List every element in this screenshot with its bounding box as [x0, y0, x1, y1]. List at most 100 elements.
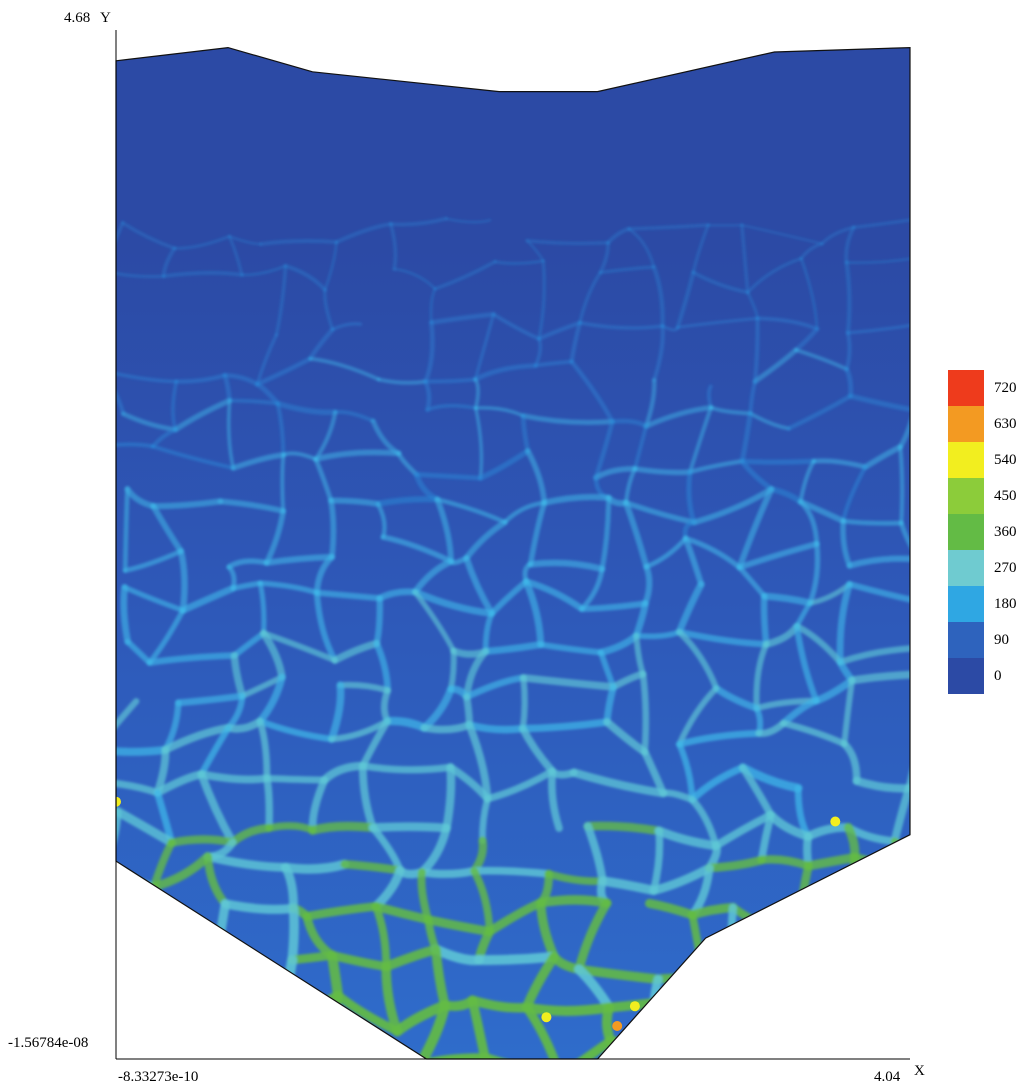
crack-segment-358	[417, 866, 479, 878]
crack-segment-242	[793, 623, 820, 704]
crack-segment-12	[525, 238, 610, 246]
crack-segment-16	[627, 223, 710, 231]
crack-segment-13	[525, 239, 545, 263]
crack-segment-19	[691, 223, 710, 274]
crack-segment-81	[472, 363, 538, 382]
crack-segment-247	[174, 692, 246, 707]
crack-segment-413	[381, 961, 402, 1037]
crack-segment-373	[849, 853, 865, 940]
crack-segment-186	[682, 535, 743, 571]
crack-segment-400	[856, 926, 910, 940]
crack-segment-224	[260, 630, 338, 664]
crack-segment-450	[116, 1039, 182, 1060]
crack-segment-445	[750, 1005, 772, 1060]
crack-segment-372	[850, 852, 910, 880]
crack-segment-28	[161, 270, 244, 278]
crack-segment-70	[116, 368, 126, 416]
crack-segment-170	[898, 520, 910, 563]
crack-segment-110	[708, 405, 753, 416]
crack-segment-381	[287, 903, 299, 965]
crack-segment-0	[120, 221, 177, 250]
crack-segment-375	[124, 925, 172, 938]
crack-segment-213	[760, 592, 814, 607]
crack-segment-401	[855, 930, 875, 959]
crack-segment-195	[179, 584, 237, 614]
crack-segment-308	[442, 763, 456, 833]
crack-segment-26	[116, 267, 166, 279]
crack-segment-5	[228, 234, 244, 277]
crack-segment-439	[521, 1002, 615, 1016]
crack-segment-122	[312, 449, 402, 463]
crack-segment-134	[686, 469, 697, 525]
crack-segment-56	[473, 312, 496, 382]
crack-segment-47	[844, 260, 852, 335]
crack-segment-214	[760, 592, 770, 648]
crack-segment-243	[836, 644, 910, 666]
crack-segment-138	[798, 459, 816, 504]
crack-segment-403	[116, 960, 172, 982]
crack-segment-73	[222, 372, 260, 387]
crack-segment-397	[727, 903, 741, 983]
crack-segment-253	[327, 681, 345, 743]
crack-segment-433	[323, 990, 343, 1060]
crack-segment-17	[627, 227, 656, 269]
crack-segment-259	[519, 674, 618, 691]
crack-segment-221	[146, 652, 238, 666]
crack-segment-429	[207, 1021, 287, 1033]
crack-segment-79	[423, 377, 478, 384]
crack-segment-277	[198, 724, 232, 778]
crack-segment-399	[782, 933, 802, 978]
colorbar-swatch-180	[948, 586, 984, 622]
crack-segment-1	[116, 221, 125, 272]
crack-segment-39	[578, 270, 603, 325]
crack-segment-176	[313, 553, 335, 596]
crack-segment-436	[414, 1000, 451, 1060]
crack-segment-11	[444, 217, 492, 224]
crack-segment-408	[287, 950, 337, 965]
crack-segment-273	[96, 749, 104, 782]
crack-segment-82	[473, 377, 481, 410]
crack-segment-293	[780, 719, 848, 748]
crack-segment-140	[841, 464, 868, 524]
crack-segment-148	[328, 497, 381, 507]
crack-segment-449	[919, 1021, 929, 1067]
crack-segment-96	[275, 400, 338, 416]
crack-segment-322	[116, 807, 177, 848]
crack-segment-378	[220, 899, 299, 914]
colorbar-swatch-360	[948, 514, 984, 550]
crack-segment-301	[263, 774, 328, 784]
crack-segment-427	[116, 1012, 137, 1050]
crack-segment-374	[901, 870, 910, 940]
crack-segment-305	[359, 762, 455, 774]
colorbar-swatch-0	[948, 658, 984, 694]
crack-segment-251	[256, 673, 286, 725]
crack-segment-8	[323, 240, 338, 292]
colorbar-label-540: 540	[994, 452, 1017, 468]
crack-segment-312	[548, 767, 563, 832]
crack-segment-238	[676, 628, 720, 692]
crack-segment-37	[537, 259, 546, 341]
crack-segment-149	[328, 497, 337, 560]
crack-segment-161	[622, 499, 650, 570]
crack-segment-206	[488, 578, 530, 617]
crack-segment-21	[740, 223, 750, 295]
crack-segment-88	[748, 379, 758, 416]
hot-spot-2	[629, 1001, 640, 1012]
crack-segment-188	[736, 540, 820, 571]
crack-segment-287	[519, 724, 557, 775]
crack-segment-229	[447, 647, 457, 693]
crack-segment-91	[120, 411, 178, 432]
colorbar-label-450: 450	[994, 488, 1017, 504]
crack-segment-95	[226, 398, 236, 470]
colorbar-label-90: 90	[994, 632, 1009, 648]
crack-segment-4	[228, 235, 263, 246]
crack-segment-446	[792, 1004, 807, 1057]
crack-segment-64	[755, 316, 819, 331]
crack-segment-201	[313, 589, 338, 664]
crack-segment-398	[791, 929, 866, 944]
crack-segment-218	[836, 580, 853, 666]
crack-segment-146	[217, 498, 287, 514]
crack-segment-94	[227, 398, 280, 406]
crack-segment-416	[474, 951, 559, 965]
crack-segment-150	[374, 496, 441, 507]
